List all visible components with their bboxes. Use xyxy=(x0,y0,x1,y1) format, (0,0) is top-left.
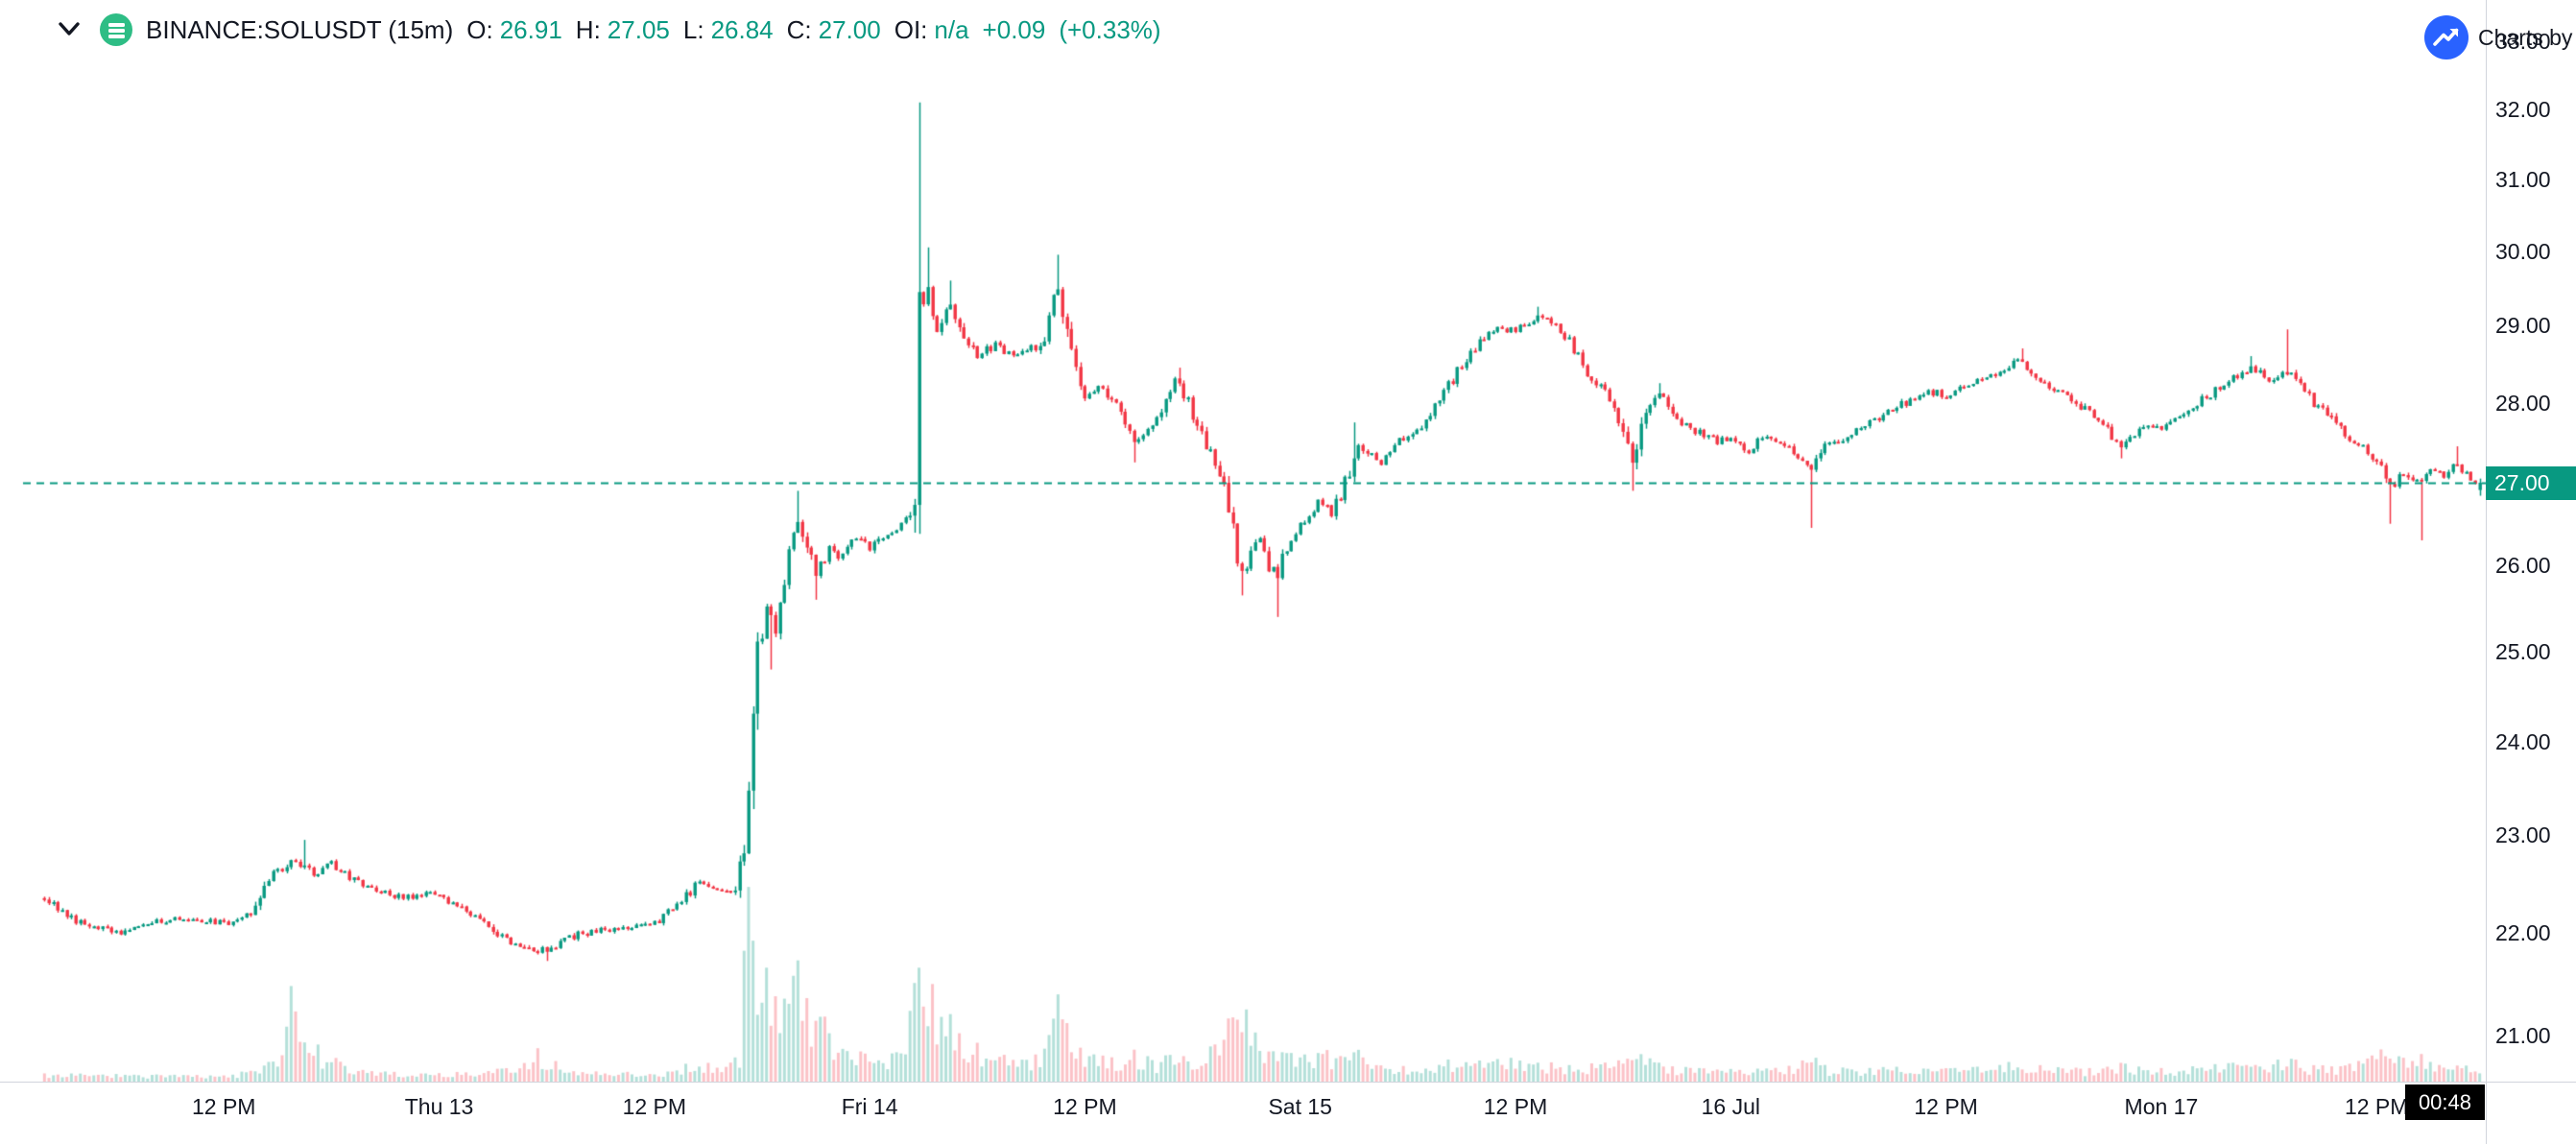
time-axis-label: 12 PM xyxy=(2344,1094,2409,1119)
time-axis-label: 12 PM xyxy=(1483,1094,1548,1119)
price-tick-label: 26.00 xyxy=(2495,553,2551,579)
price-tick-label: 24.00 xyxy=(2495,728,2551,754)
time-axis-label: Fri 14 xyxy=(841,1094,898,1119)
price-axis[interactable]: 33.00 32.00 31.00 30.00 29.00 28.00 27.00 26.00… xyxy=(2486,0,2576,1082)
price-tick-label: 30.00 xyxy=(2495,238,2551,264)
oi-value: n/a xyxy=(934,15,969,44)
price-tick-label: 22.00 xyxy=(2495,919,2551,945)
axis-corner-divider xyxy=(2486,1082,2487,1144)
change-value: +0.09 xyxy=(982,15,1046,44)
time-axis-label: Mon 17 xyxy=(2124,1094,2199,1119)
low-label: L: xyxy=(682,15,704,44)
close-value: 27.00 xyxy=(818,15,881,44)
last-price-value: 27.00 xyxy=(2494,469,2550,495)
time-axis-label: Sat 15 xyxy=(1268,1094,1332,1119)
price-tick-label: 33.00 xyxy=(2495,29,2551,55)
time-axis-label: Thu 13 xyxy=(404,1094,474,1119)
tradingview-logo-icon[interactable] xyxy=(2424,15,2469,60)
attribution-link[interactable]: Charts by xyxy=(2478,24,2573,50)
low-value: 26.84 xyxy=(710,15,774,44)
price-tick-label: 31.00 xyxy=(2495,166,2551,192)
open-group: O: 26.91 xyxy=(466,15,562,44)
oi-label: OI: xyxy=(894,15,928,44)
time-axis-label: 12 PM xyxy=(1053,1094,1117,1119)
price-tick-label: 29.00 xyxy=(2495,313,2551,339)
time-axis-label: 12 PM xyxy=(1914,1094,1978,1119)
close-label: C: xyxy=(786,15,812,44)
bar-countdown-value: 00:48 xyxy=(2418,1089,2471,1114)
price-tick-label: 21.00 xyxy=(2495,1022,2551,1048)
time-axis-label: 12 PM xyxy=(191,1094,256,1119)
last-price-label: 27.00 xyxy=(2486,465,2576,500)
solana-coin-icon xyxy=(100,13,132,46)
attribution: Charts by xyxy=(2424,15,2576,60)
price-tick-label: 32.00 xyxy=(2495,96,2551,122)
time-axis-label: 16 Jul xyxy=(1701,1094,1760,1119)
open-label: O: xyxy=(466,15,493,44)
time-axis[interactable]: 12 PM Thu 13 12 PM Fri 14 12 PM Sat 15 12 PM 16… xyxy=(0,1082,2576,1144)
change-percent: (+0.33%) xyxy=(1059,15,1161,44)
oi-group: OI: n/a xyxy=(894,15,969,44)
high-value: 27.05 xyxy=(607,15,670,44)
open-value: 26.91 xyxy=(499,15,562,44)
price-tick-label: 25.00 xyxy=(2495,639,2551,665)
time-axis-label: 12 PM xyxy=(622,1094,687,1119)
chart-plot-area xyxy=(0,0,2486,1082)
candlestick-chart-canvas[interactable] xyxy=(0,0,2486,1082)
symbol-title[interactable]: BINANCE:SOLUSDT (15m) xyxy=(146,15,454,44)
low-group: L: 26.84 xyxy=(683,15,774,44)
price-tick-label: 23.00 xyxy=(2495,822,2551,848)
bar-countdown-badge: 00:48 xyxy=(2404,1084,2485,1120)
chevron-down-icon[interactable] xyxy=(52,15,86,44)
high-group: H: 27.05 xyxy=(576,15,670,44)
high-label: H: xyxy=(575,15,601,44)
close-group: C: 27.00 xyxy=(787,15,881,44)
symbol-info-bar: BINANCE:SOLUSDT (15m) O: 26.91 H: 27.05 … xyxy=(52,13,1161,46)
price-tick-label: 28.00 xyxy=(2495,390,2551,416)
